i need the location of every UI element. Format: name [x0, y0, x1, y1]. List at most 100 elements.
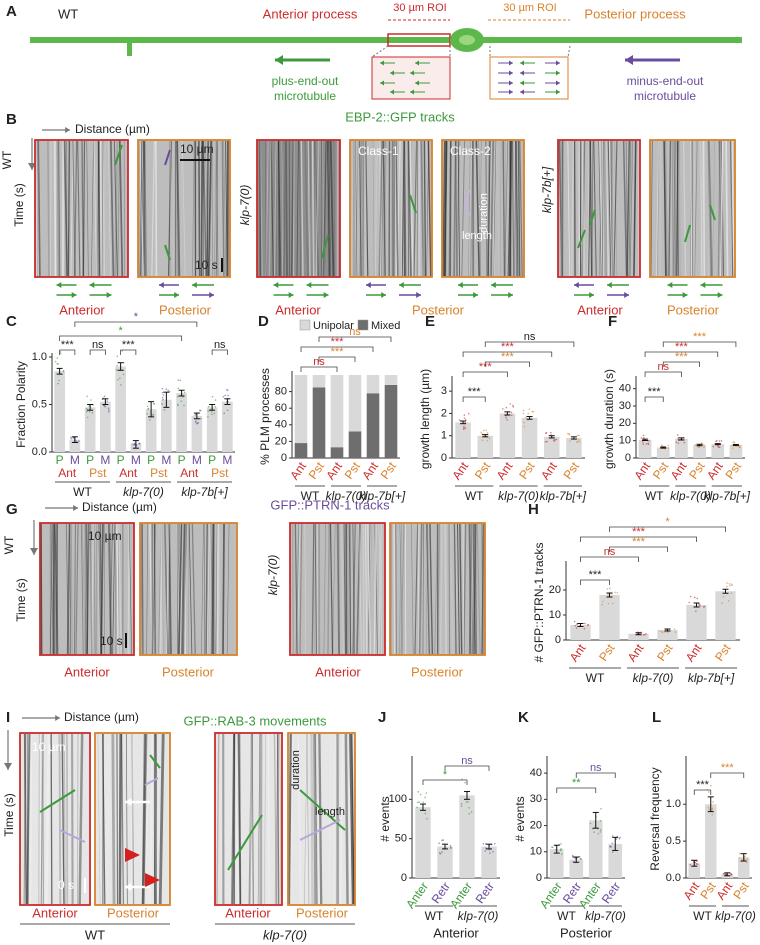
jitter-dot [726, 582, 728, 584]
kymo-texture [101, 140, 104, 277]
jitter-dot [223, 412, 225, 415]
jitter-dot [91, 411, 94, 414]
jitter-dot [162, 394, 165, 396]
jitter-dot [703, 446, 705, 449]
y-tick-label: 50 [395, 833, 407, 845]
kymo-texture [96, 523, 101, 655]
kymo-texture [86, 523, 90, 655]
jitter-dot [486, 439, 489, 442]
kymo-texture [222, 523, 225, 655]
kymo-texture [720, 140, 724, 277]
kymo-texture [633, 140, 637, 277]
kymo-texture [587, 140, 591, 277]
jitter-dot [54, 360, 57, 363]
kymo-texture [165, 523, 170, 655]
y-tick-label: 40 [530, 767, 542, 779]
kymo-texture [369, 523, 372, 655]
panel-label: B [6, 111, 17, 128]
jitter-dot [643, 633, 646, 636]
legend-text: microtubule [274, 89, 336, 103]
jitter-dot [718, 440, 721, 442]
panel-label: A [6, 3, 17, 20]
kymo-texture [149, 523, 153, 655]
region-label: Posterior [667, 302, 720, 317]
track-label: duration [478, 193, 490, 233]
kymo-texture [382, 140, 386, 277]
bar [599, 595, 620, 640]
jitter-dot [729, 584, 731, 587]
significance-label: * [443, 769, 448, 781]
kymo-texture [422, 523, 425, 655]
jitter-dot [660, 444, 663, 446]
jitter-dot [696, 597, 699, 600]
kymo-texture [676, 140, 679, 277]
kymo-texture [459, 523, 463, 655]
arrow-head [607, 282, 612, 288]
kymo-texture [711, 140, 716, 277]
jitter-dot [609, 845, 611, 848]
jitter-dot [744, 855, 746, 858]
jitter-dot [728, 582, 731, 585]
x-tick-label: Retr [473, 880, 497, 907]
jitter-dot [486, 432, 489, 434]
kymo-texture [732, 140, 735, 277]
jitter-dot [611, 842, 614, 844]
significance-bracket [74, 321, 198, 327]
kymo-texture [310, 733, 314, 905]
significance-label: *** [632, 526, 646, 538]
significance-bracket [300, 346, 374, 352]
kymo-texture [72, 140, 76, 277]
kymograph [288, 733, 355, 905]
kymo-texture [169, 140, 172, 277]
bar [191, 415, 203, 452]
kymo-texture [414, 523, 419, 655]
group-label: klp-7(0) [585, 909, 626, 923]
jitter-dot [485, 429, 487, 432]
kymo-texture [672, 140, 676, 277]
jitter-dot [146, 405, 149, 408]
kymo-texture [226, 523, 230, 655]
kymo-texture [192, 140, 195, 277]
kymo-texture [249, 733, 254, 905]
kymo-texture [119, 140, 124, 277]
jitter-dot [615, 838, 618, 840]
jitter-dot [645, 443, 648, 445]
kymo-texture [481, 523, 485, 655]
y-tick-label: 0 [536, 872, 542, 884]
y-tick-label: 20 [619, 417, 631, 429]
jitter-dot [711, 807, 714, 810]
jitter-dot [694, 861, 697, 864]
panel-label: H [528, 501, 539, 518]
kymo-texture [314, 523, 317, 655]
jitter-dot [463, 425, 465, 428]
kymograph [95, 733, 170, 905]
kymo-texture [297, 733, 302, 905]
kymo-texture [422, 523, 425, 655]
jitter-dot [177, 387, 179, 390]
kymo-texture [504, 140, 509, 277]
jitter-dot [647, 442, 649, 445]
arrow-head [209, 292, 214, 298]
jitter-dot [115, 368, 118, 371]
kymo-texture [117, 140, 121, 277]
y-tick-label: 20 [275, 435, 287, 447]
strain-label: WT [2, 535, 16, 554]
kymo-texture [101, 140, 106, 277]
kymo-texture [102, 733, 106, 905]
kymo-texture [457, 140, 460, 277]
bar [115, 366, 126, 452]
group-label: WT [465, 489, 484, 503]
arrow-head [380, 80, 384, 86]
jitter-dot [745, 861, 748, 864]
x-tick-label: M [131, 453, 141, 467]
significance-label: ** [572, 777, 581, 789]
kymo-texture [311, 140, 315, 277]
jitter-dot [484, 850, 487, 852]
jitter-dot [458, 419, 461, 421]
significance-label: *** [331, 346, 345, 358]
jitter-dot [468, 806, 470, 809]
kymo-texture [690, 140, 693, 277]
region-label: Anterior [64, 664, 110, 679]
jitter-dot [711, 808, 714, 811]
bar [657, 630, 678, 640]
